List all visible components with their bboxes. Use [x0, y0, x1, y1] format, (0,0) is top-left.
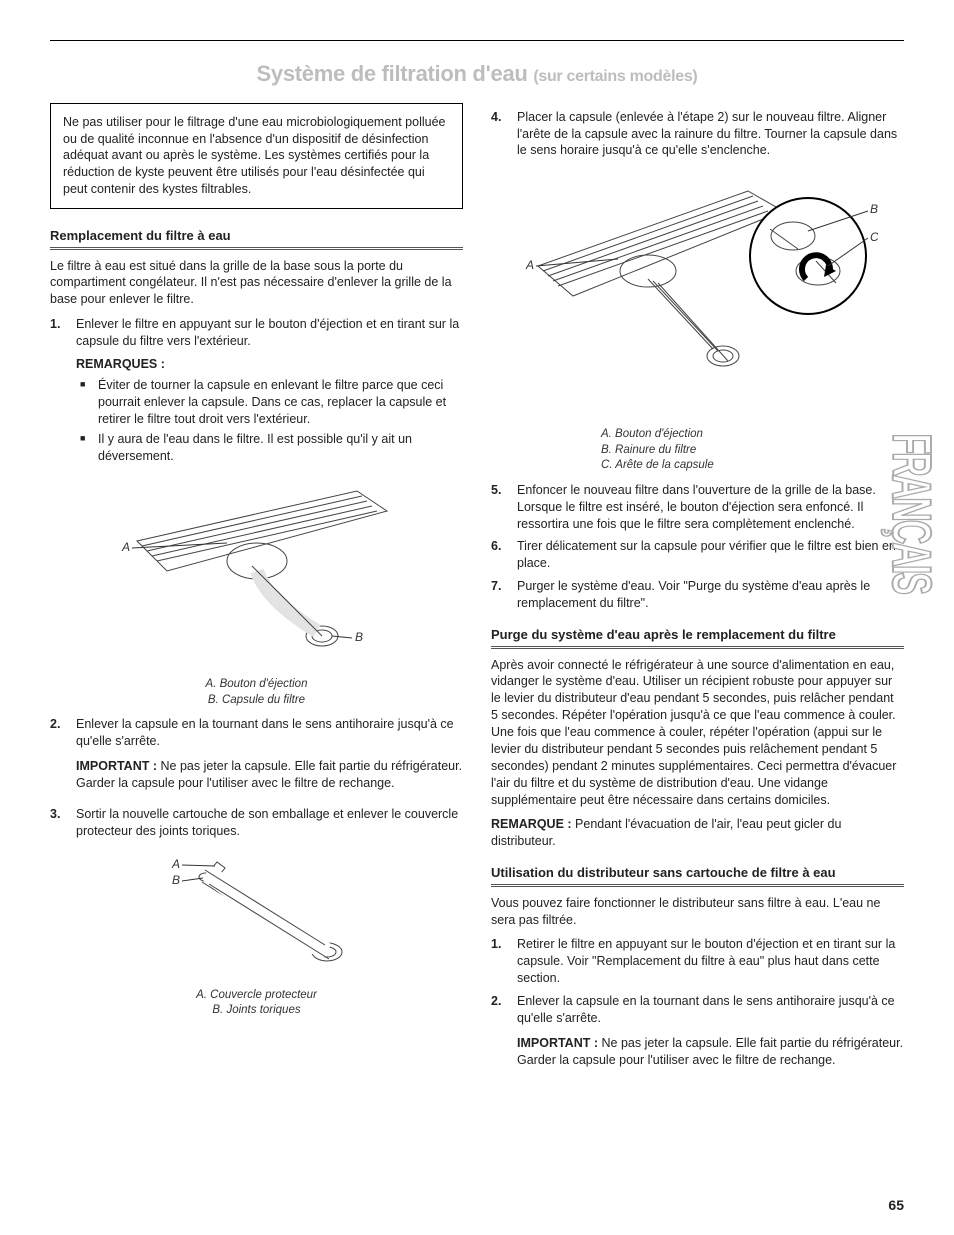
steps-section3: 1. Retirer le filtre en appuyant sur le …	[491, 936, 904, 1076]
fig1-label-a: A	[121, 540, 130, 554]
figure3-svg: A B C	[518, 171, 878, 421]
step6-text: Tirer délicatement sur la capsule pour v…	[517, 538, 904, 572]
steps-left2: 2. Enlever la capsule en la tournant dan…	[50, 716, 463, 839]
content-columns: Ne pas utiliser pour le filtrage d'une e…	[50, 103, 904, 1083]
fig3-cap-a: A. Bouton d'éjection	[601, 427, 904, 443]
step5-text: Enfoncer le nouveau filtre dans l'ouvert…	[517, 482, 904, 533]
s3-step1: 1. Retirer le filtre en appuyant sur le …	[491, 936, 904, 987]
step3: 3. Sortir la nouvelle cartouche de son e…	[50, 806, 463, 840]
figure1: A B	[50, 481, 463, 671]
steps-right1: 4. Placer la capsule (enlevée à l'étape …	[491, 109, 904, 160]
title-main: Système de filtration d'eau	[257, 61, 528, 86]
step2-num: 2.	[50, 716, 68, 800]
s3-step2-num: 2.	[491, 993, 509, 1077]
step1-num: 1.	[50, 316, 68, 469]
remarks-bullets: Éviter de tourner la capsule en enlevant…	[76, 377, 463, 465]
fig3-cap-c: C. Arête de la capsule	[601, 458, 904, 474]
step6-num: 6.	[491, 538, 509, 572]
remarks-label: REMARQUES :	[76, 356, 463, 373]
s3-step2: 2. Enlever la capsule en la tournant dan…	[491, 993, 904, 1077]
fig3-caption: A. Bouton d'éjection B. Rainure du filtr…	[491, 427, 904, 474]
step2-body: Enlever la capsule en la tournant dans l…	[76, 716, 463, 800]
s3-step2-text: Enlever la capsule en la tournant dans l…	[517, 994, 895, 1025]
section1-intro: Le filtre à eau est situé dans la grille…	[50, 258, 463, 309]
section1-heading: Remplacement du filtre à eau	[50, 227, 463, 250]
top-rule	[50, 40, 904, 41]
step7-num: 7.	[491, 578, 509, 612]
figure3: A B C	[491, 171, 904, 421]
side-language-label: FRANÇAIS	[873, 433, 946, 593]
fig2-caption: A. Couvercle protecteur B. Joints toriqu…	[50, 988, 463, 1019]
steps-right2: 5. Enfoncer le nouveau filtre dans l'ouv…	[491, 482, 904, 612]
s3-step1-num: 1.	[491, 936, 509, 987]
section2-heading: Purge du système d'eau après le remplace…	[491, 626, 904, 649]
step7-text: Purger le système d'eau. Voir "Purge du …	[517, 578, 904, 612]
fig2-cap-a: A. Couvercle protecteur	[50, 988, 463, 1004]
s3-important: IMPORTANT : Ne pas jeter la capsule. Ell…	[517, 1035, 904, 1069]
step4-num: 4.	[491, 109, 509, 160]
s3-step1-text: Retirer le filtre en appuyant sur le bou…	[517, 936, 904, 987]
fig1-caption: A. Bouton d'éjection B. Capsule du filtr…	[50, 677, 463, 708]
step7: 7. Purger le système d'eau. Voir "Purge …	[491, 578, 904, 612]
steps-left: 1. Enlever le filtre en appuyant sur le …	[50, 316, 463, 469]
fig2-label-a: A	[171, 857, 180, 871]
step3-num: 3.	[50, 806, 68, 840]
fig3-label-c: C	[870, 230, 878, 244]
fig2-cap-b: B. Joints toriques	[50, 1003, 463, 1019]
step5: 5. Enfoncer le nouveau filtre dans l'ouv…	[491, 482, 904, 533]
fig1-cap-b: B. Capsule du filtre	[50, 693, 463, 709]
step1-text: Enlever le filtre en appuyant sur le bou…	[76, 317, 459, 348]
section2-remark: REMARQUE : Pendant l'évacuation de l'air…	[491, 816, 904, 850]
title-sub: (sur certains modèles)	[533, 68, 697, 85]
warning-box: Ne pas utiliser pour le filtrage d'une e…	[50, 103, 463, 209]
figure2: A B	[50, 852, 463, 982]
warning-text: Ne pas utiliser pour le filtrage d'une e…	[63, 115, 445, 197]
fig1-cap-a: A. Bouton d'éjection	[50, 677, 463, 693]
step4: 4. Placer la capsule (enlevée à l'étape …	[491, 109, 904, 160]
fig3-label-a: A	[525, 258, 534, 272]
bullet1: Éviter de tourner la capsule en enlevant…	[98, 377, 463, 428]
left-column: Ne pas utiliser pour le filtrage d'une e…	[50, 103, 463, 1083]
step1: 1. Enlever le filtre en appuyant sur le …	[50, 316, 463, 469]
step2-important: IMPORTANT : Ne pas jeter la capsule. Ell…	[76, 758, 463, 792]
step3-text: Sortir la nouvelle cartouche de son emba…	[76, 806, 463, 840]
page-title: Système de filtration d'eau (sur certain…	[50, 59, 904, 89]
fig3-cap-b: B. Rainure du filtre	[601, 443, 904, 459]
section3-heading: Utilisation du distributeur sans cartouc…	[491, 864, 904, 887]
fig2-label-b: B	[172, 873, 180, 887]
step1-body: Enlever le filtre en appuyant sur le bou…	[76, 316, 463, 469]
fig3-label-b: B	[870, 202, 878, 216]
figure2-svg: A B	[127, 852, 387, 982]
fig1-label-b: B	[355, 630, 363, 644]
step5-num: 5.	[491, 482, 509, 533]
step2-imp-label: IMPORTANT :	[76, 759, 157, 773]
step6: 6. Tirer délicatement sur la capsule pou…	[491, 538, 904, 572]
step4-text: Placer la capsule (enlevée à l'étape 2) …	[517, 109, 904, 160]
s3-step2-body: Enlever la capsule en la tournant dans l…	[517, 993, 904, 1077]
section3-p1: Vous pouvez faire fonctionner le distrib…	[491, 895, 904, 929]
s3-imp-label: IMPORTANT :	[517, 1036, 598, 1050]
section2-p1: Après avoir connecté le réfrigérateur à …	[491, 657, 904, 809]
page-number: 65	[888, 1196, 904, 1215]
bullet2: Il y aura de l'eau dans le filtre. Il es…	[98, 431, 463, 465]
right-column: 4. Placer la capsule (enlevée à l'étape …	[491, 103, 904, 1083]
section2-rem-label: REMARQUE :	[491, 817, 572, 831]
step2-text: Enlever la capsule en la tournant dans l…	[76, 717, 454, 748]
step2: 2. Enlever la capsule en la tournant dan…	[50, 716, 463, 800]
figure1-svg: A B	[107, 481, 407, 671]
